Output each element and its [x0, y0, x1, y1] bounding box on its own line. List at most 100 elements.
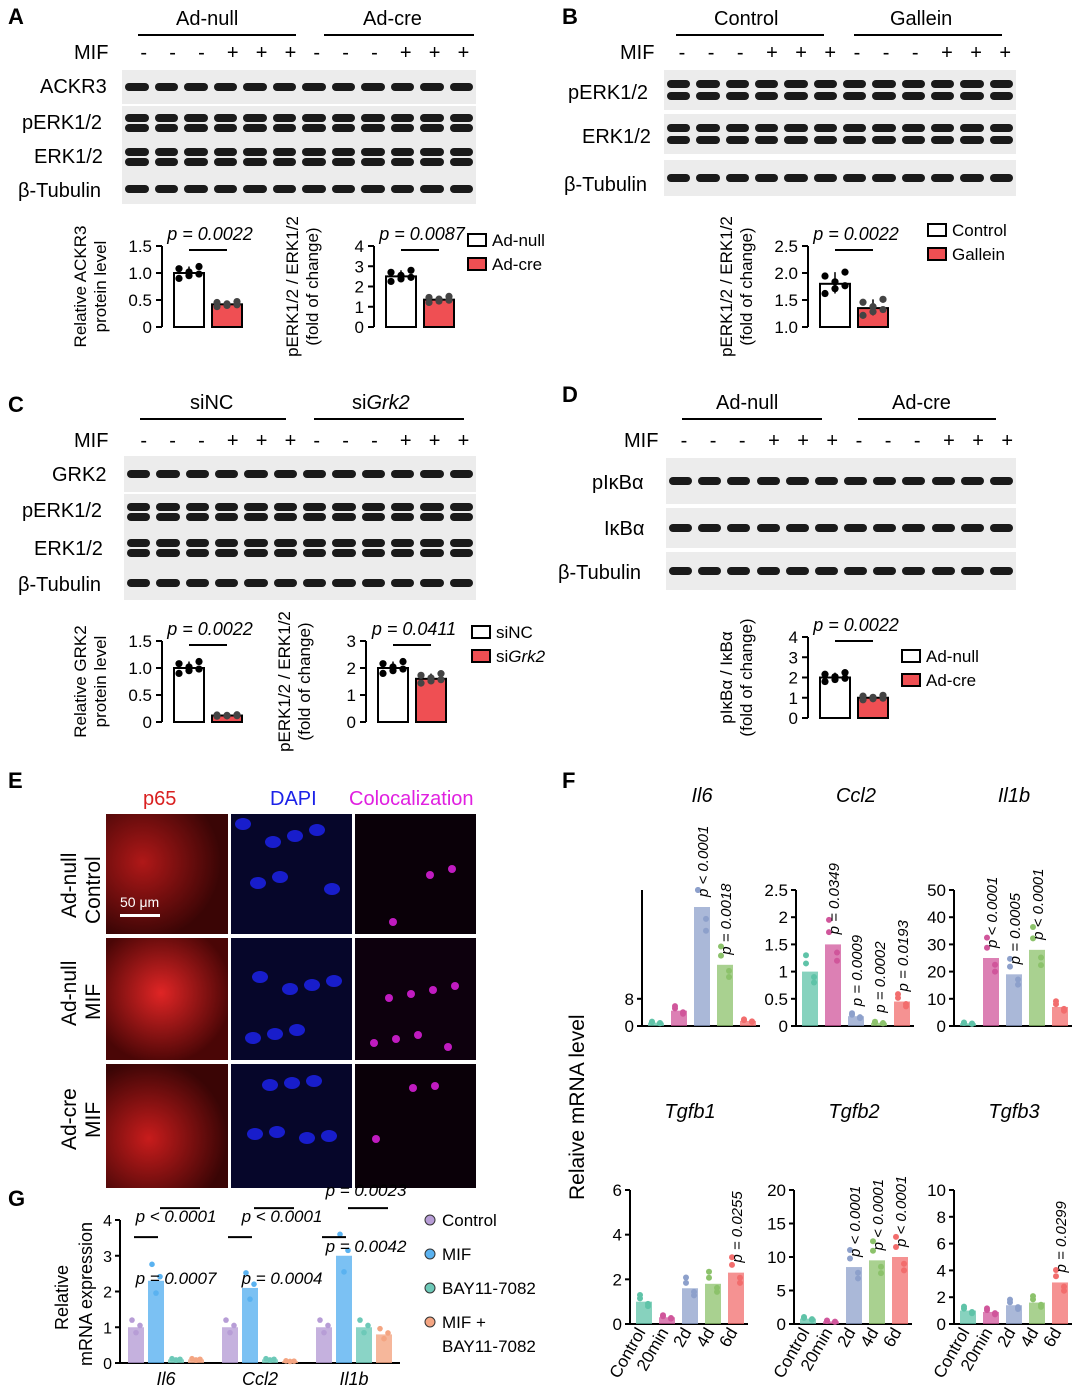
- blot-band: [361, 147, 385, 156]
- bar: [316, 1327, 332, 1363]
- mif-sign: +: [1001, 430, 1014, 452]
- blot-band: [154, 83, 178, 91]
- y-tick-label: 0.5: [764, 990, 788, 1009]
- blot-band: [727, 567, 751, 575]
- blot-band: [844, 567, 868, 575]
- blot-band: [361, 538, 385, 547]
- blot-band: [332, 579, 356, 587]
- western-blot-grk2: [124, 456, 476, 492]
- blot-band: [756, 477, 780, 485]
- mif-sign: -: [371, 42, 378, 64]
- y-tick-label: 0: [779, 1017, 788, 1036]
- y-tick-label: 0.5: [128, 291, 152, 310]
- y-tick-label: 0: [143, 318, 152, 337]
- blot-band: [361, 113, 385, 122]
- blot-band: [331, 185, 355, 193]
- blot-band: [784, 92, 808, 100]
- data-point: [680, 1010, 686, 1017]
- data-point: [824, 1317, 830, 1324]
- data-point: [855, 1269, 861, 1276]
- blot-band: [989, 124, 1013, 132]
- blot-band: [302, 83, 326, 91]
- blot-band: [901, 174, 925, 182]
- y-tick-label: 3: [347, 632, 356, 651]
- data-point: [233, 712, 241, 720]
- data-point: [133, 1329, 139, 1336]
- blot-band: [420, 158, 444, 167]
- data-point: [1038, 962, 1044, 969]
- blot-band: [420, 124, 444, 133]
- blot-band: [361, 513, 385, 522]
- legend-label: Ad-null: [926, 647, 979, 666]
- bar: [242, 1287, 258, 1363]
- nucleus: [321, 1130, 337, 1142]
- legend-swatch: [471, 625, 491, 639]
- blot-band: [156, 513, 180, 522]
- x-tick-label: 6d: [1040, 1325, 1066, 1351]
- blot-band: [361, 83, 385, 91]
- blot-band: [127, 579, 151, 587]
- x-tick-label: 4d: [1017, 1325, 1043, 1351]
- mif-sign: -: [140, 430, 148, 452]
- legend-swatch: [424, 1248, 436, 1260]
- data-point: [729, 1261, 735, 1268]
- gene-title: Tgfb2: [828, 1101, 879, 1123]
- data-point: [872, 1018, 878, 1025]
- blot-band: [420, 185, 444, 193]
- nucleus: [269, 1126, 285, 1138]
- mif-sign: +: [766, 42, 778, 64]
- bar: [848, 1016, 864, 1026]
- blot-band: [390, 83, 414, 91]
- y-tick-label: 0: [789, 709, 798, 728]
- blot-band: [960, 174, 984, 182]
- nucleus: [309, 824, 325, 836]
- blot-band: [331, 124, 355, 133]
- blot-band: [989, 80, 1013, 88]
- blot-band: [843, 124, 867, 132]
- mif-sign: +: [255, 430, 268, 452]
- data-point: [231, 1322, 237, 1329]
- nucleus: [431, 1082, 439, 1090]
- nucleus: [448, 865, 456, 873]
- western-blot-tubulin: [664, 160, 1016, 196]
- blot-band: [814, 524, 838, 532]
- group-label: Ad-cre: [363, 8, 422, 30]
- blot-band: [872, 136, 896, 144]
- blot-band: [243, 147, 267, 156]
- western-blot-perk: [122, 106, 476, 140]
- data-point: [1053, 1266, 1059, 1273]
- nucleus: [306, 1075, 322, 1087]
- nucleus: [414, 1031, 422, 1039]
- data-point: [1015, 981, 1021, 988]
- p-value: p = 0.0193: [895, 920, 912, 993]
- data-point: [1030, 935, 1036, 942]
- y-tick-label: 4: [103, 1213, 112, 1230]
- data-point: [251, 1281, 257, 1287]
- data-point: [870, 1238, 876, 1245]
- data-point: [895, 991, 901, 998]
- legend-swatch: [424, 1214, 436, 1226]
- blot-band: [243, 83, 267, 91]
- blot-band: [725, 136, 749, 144]
- data-point: [417, 679, 425, 687]
- data-point: [869, 308, 877, 316]
- blot-band: [420, 538, 444, 547]
- blot-band: [156, 502, 180, 511]
- p-value: p = 0.0018: [718, 883, 735, 956]
- y-tick-label: 1.5: [128, 237, 152, 256]
- data-point: [1030, 923, 1036, 930]
- bar: [148, 1280, 164, 1363]
- legend-swatch: [927, 223, 947, 237]
- blot-band: [960, 92, 984, 100]
- column-label-p65: p65: [143, 788, 177, 810]
- data-point: [185, 268, 193, 276]
- blot-band: [331, 83, 355, 91]
- blot-band: [154, 185, 178, 193]
- data-point: [175, 274, 183, 282]
- y-tick-label: 2: [347, 659, 356, 678]
- blot-band: [449, 538, 473, 547]
- blot-label: pERK1/2: [568, 82, 649, 104]
- blot-label: ERK1/2: [34, 146, 103, 168]
- group-label: Ad-cre: [892, 392, 951, 414]
- p-value: p = 0.0411: [371, 619, 456, 639]
